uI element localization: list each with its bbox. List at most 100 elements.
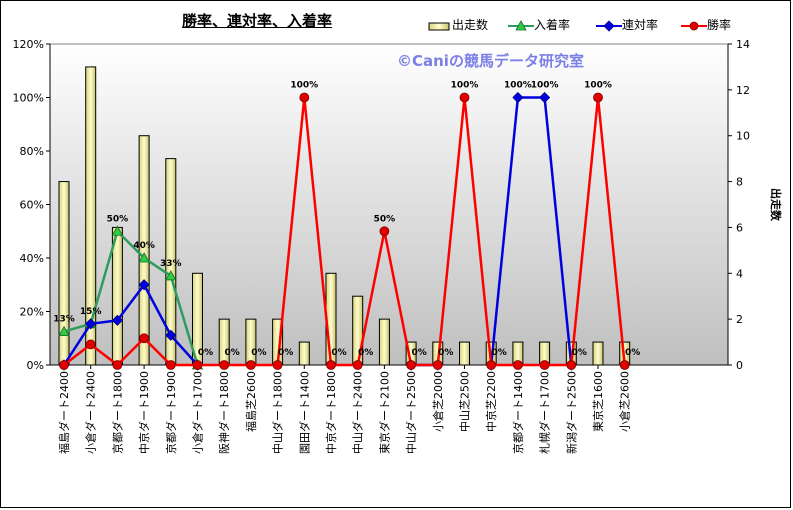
x-tick-label: 京都ダート1800 [110, 371, 124, 454]
series-3-point-12 [379, 226, 390, 237]
series-2-point-2 [111, 314, 123, 326]
bar-0 [58, 181, 70, 366]
bar-2 [111, 226, 123, 366]
data-label-4: 33% [160, 259, 182, 269]
data-label-6: 0% [225, 348, 240, 358]
data-label-5: 0% [198, 348, 213, 358]
y2-tick-label: 10 [736, 130, 750, 143]
x-tick-label: 中京芝2200 [484, 371, 498, 432]
y-tick-label: 120% [13, 38, 44, 51]
series-3-point-7 [245, 360, 256, 370]
legend-item-placerate: 入着率 [508, 16, 570, 33]
series-2-line-0 [62, 283, 199, 366]
series-2-line-2 [489, 96, 573, 366]
legend-triangle-icon [508, 19, 534, 30]
series-2-point-18 [539, 91, 551, 104]
series-3-point-15 [459, 92, 470, 103]
y2-tick-label: 14 [736, 38, 750, 51]
data-label-0: 13% [53, 315, 75, 325]
x-tick-label: 阪神ダート1800 [217, 371, 231, 454]
data-label-3: 40% [133, 241, 155, 251]
data-label-15: 100% [451, 81, 479, 91]
series-3-point-8 [272, 360, 283, 370]
legend-item-winrate: 勝率 [681, 16, 731, 33]
x-tick-label: 東京芝1600 [591, 371, 605, 432]
y2-tick-label: 4 [736, 267, 743, 280]
legend-label-quinellarate: 連対率 [622, 18, 659, 32]
y-tick-label: 20% [20, 306, 44, 319]
series-3-point-4 [165, 360, 176, 370]
x-tick-label: 小倉ダート2400 [84, 371, 98, 454]
series-3-point-0 [59, 360, 69, 370]
series-1-point-2 [111, 225, 124, 236]
data-label-8: 0% [278, 348, 293, 358]
y-tick-label: 0% [27, 359, 44, 372]
data-label-1: 15% [80, 307, 102, 317]
data-label-21: 0% [625, 348, 640, 358]
x-tick-label: 福島ダート2400 [57, 371, 71, 454]
data-label-18: 100% [531, 81, 559, 91]
series-3-point-21 [619, 360, 630, 370]
series-3-point-18 [539, 360, 550, 370]
y2-axis-title: 出走数 [769, 188, 783, 222]
legend-bar-icon [428, 22, 450, 30]
series-2-point-17 [512, 91, 524, 104]
x-tick-label: 中山芝2500 [459, 371, 472, 432]
x-tick-label: 東京ダート2100 [377, 371, 391, 454]
x-tick-label: 中京ダート1800 [324, 371, 338, 454]
x-tick-label: 京都ダート1400 [511, 371, 525, 454]
data-label-2: 50% [107, 214, 129, 224]
x-tick-label: 小倉芝2000 [431, 371, 445, 432]
bar-12 [378, 318, 390, 366]
data-label-17: 100% [504, 81, 532, 91]
data-label-20: 100% [584, 81, 612, 91]
series-1-point-3 [138, 252, 150, 263]
bar-20 [592, 341, 604, 366]
plot-area [49, 43, 729, 366]
y2-tick-label: 0 [736, 359, 743, 372]
x-tick-label: 京都ダート1900 [164, 371, 178, 454]
series-3-point-19 [566, 360, 577, 370]
series-3-point-6 [219, 360, 230, 370]
data-label-12: 50% [374, 214, 396, 224]
data-label-7: 0% [251, 348, 266, 358]
y2-tick-label: 8 [736, 176, 743, 189]
x-tick-label: 新潟ダート2500 [564, 371, 578, 454]
series-3-point-3 [139, 333, 150, 344]
series-2-point-1 [85, 318, 97, 330]
data-label-16: 0% [492, 348, 507, 358]
watermark-text: ©Caniの競馬データ研究室 [397, 52, 584, 70]
legend-label-placerate: 入着率 [534, 18, 571, 32]
x-tick-label: 中京ダート1900 [137, 371, 151, 454]
x-tick-label: 中山ダート2400 [351, 371, 365, 454]
x-tick-label: 中山ダート2500 [404, 371, 418, 454]
y-tick-label: 100% [13, 92, 44, 105]
series-3-point-1 [85, 339, 96, 350]
series-1-line-0 [63, 230, 199, 366]
series-1-point-0 [58, 325, 70, 336]
y-tick-label: 80% [20, 145, 44, 158]
legend-label-runs: 出走数 [452, 18, 489, 32]
bar-6 [218, 318, 230, 366]
series-3-point-9 [299, 92, 310, 103]
series-3-point-10 [326, 360, 336, 370]
y-tick-label: 40% [20, 252, 44, 265]
legend-diamond-icon [596, 19, 622, 32]
bar-7 [245, 318, 257, 366]
data-label-10: 0% [331, 348, 346, 358]
legend-circle-icon [681, 21, 707, 30]
legend-item-bar: 出走数 [426, 16, 488, 33]
bar-15 [459, 341, 470, 366]
series-3-point-14 [432, 360, 443, 370]
series-1-point-4 [165, 270, 177, 281]
data-label-11: 0% [358, 348, 373, 358]
series-3-point-16 [486, 360, 497, 370]
y2-tick-label: 12 [736, 84, 750, 97]
legend-item-quinellarate: 連対率 [596, 16, 658, 33]
x-tick-label: 札幌ダート1700 [538, 371, 552, 454]
legend-label-winrate: 勝率 [707, 18, 732, 32]
y2-tick-label: 2 [736, 313, 743, 326]
series-3-point-11 [352, 360, 363, 370]
bar-9 [298, 341, 310, 366]
